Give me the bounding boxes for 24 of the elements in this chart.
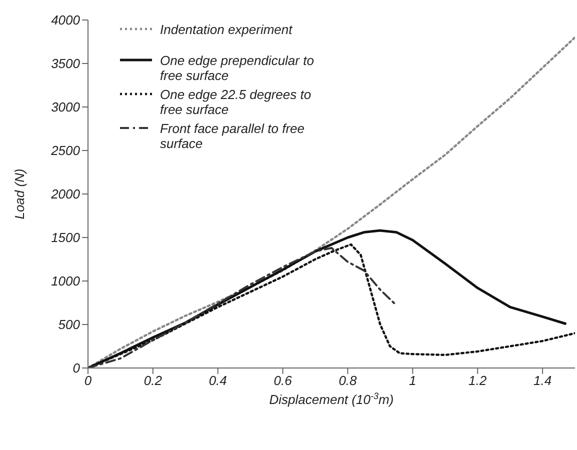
y-tick-label: 0: [72, 360, 81, 376]
y-tick-label: 4000: [51, 12, 81, 28]
x-tick-label: 0: [84, 373, 92, 388]
y-tick-label: 500: [58, 317, 81, 332]
legend-label: Front face parallel to free surface: [160, 121, 306, 151]
y-tick-label: 2000: [50, 186, 81, 202]
y-tick-label: 1000: [51, 274, 81, 289]
legend-label: One edge prependicular to free surface: [160, 53, 315, 83]
legend-label: Indentation experiment: [160, 22, 294, 37]
x-tick-label: 1.2: [468, 373, 488, 388]
y-tick-label: 1500: [51, 230, 81, 246]
y-tick-label: 3000: [51, 100, 81, 115]
line-series: [88, 246, 398, 368]
x-tick-label: 0.8: [338, 373, 358, 388]
x-tick-label: 1: [409, 373, 416, 388]
y-axis-title: Load (N): [12, 168, 27, 220]
x-tick-label: 0.4: [208, 373, 227, 388]
x-axis-title: Displacement (10$^{-3}$m): [269, 391, 394, 407]
x-tick-label: 1.4: [533, 373, 552, 388]
y-tick-label: 2500: [50, 143, 81, 158]
legend-label: One edge 22.5 degrees to free surface: [160, 87, 312, 117]
x-tick-label: 0.6: [274, 373, 293, 388]
x-tick-label: 0.2: [144, 373, 163, 388]
y-tick-label: 3500: [51, 56, 81, 72]
